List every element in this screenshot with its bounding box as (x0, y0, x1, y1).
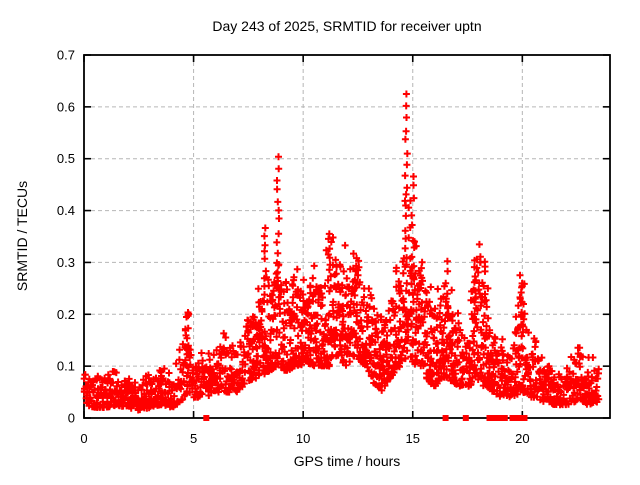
x-axis-label: GPS time / hours (293, 453, 401, 469)
chart-title: Day 243 of 2025, SRMTID for receiver upt… (212, 18, 482, 34)
x-tick-label: 5 (190, 431, 197, 446)
x-tick-label: 15 (406, 431, 420, 446)
plot-border (83, 54, 611, 419)
y-tick-label: 0.7 (57, 48, 75, 63)
zero-value-markers (203, 415, 528, 421)
y-tick-label: 0.5 (57, 151, 75, 166)
y-tick-label: 0.4 (57, 203, 75, 218)
x-tick-label: 20 (515, 431, 529, 446)
y-tick-label: 0.6 (57, 99, 75, 114)
axis-ticks (83, 54, 610, 419)
tick-labels: 0 5 10 15 20 0 0.1 0.2 0.3 0.4 0.5 0.6 0.7 (57, 48, 530, 447)
y-axis-label: SRMTID / TECUs (14, 180, 30, 292)
y-tick-label: 0.3 (57, 255, 75, 270)
y-tick-label: 0 (68, 411, 75, 426)
scatter-points (80, 90, 603, 414)
y-tick-label: 0.2 (57, 307, 75, 322)
y-tick-label: 0.1 (57, 359, 75, 374)
x-tick-label: 0 (80, 431, 87, 446)
x-tick-label: 10 (296, 431, 310, 446)
